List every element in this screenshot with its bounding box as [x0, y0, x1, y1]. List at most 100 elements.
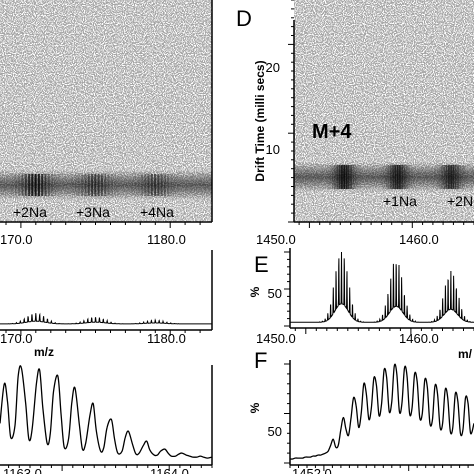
isotope-stripe-1 — [47, 174, 50, 196]
isotope-stripe-3 — [461, 165, 464, 189]
x-tick-label-1: 170.0 — [0, 331, 33, 346]
isotope-stripe-2 — [380, 165, 383, 189]
panel-letter-e: E — [254, 252, 269, 277]
isotope-stripe-3 — [140, 174, 143, 196]
panel-letter-d: D — [236, 6, 252, 31]
isotope-stripe-2 — [385, 165, 388, 189]
isotope-stripe-2 — [394, 165, 397, 189]
spectrum-line-f — [289, 363, 474, 460]
panel-left-bottom: 1163.0 1164.0 — [0, 365, 213, 474]
isotope-stripe-2 — [389, 165, 392, 189]
y-tick-label-50: 50 — [268, 286, 282, 301]
isotope-stripe-1 — [31, 174, 34, 196]
isotope-stripe-2 — [74, 174, 77, 196]
isotope-stripe-1 — [334, 165, 337, 189]
isotope-stripe-2 — [396, 165, 399, 189]
isotope-stripe-3 — [147, 174, 150, 196]
annotation-plus2n: +2N — [447, 193, 473, 209]
x-axis-label: m/ — [458, 347, 473, 361]
isotope-stripe-3 — [134, 174, 137, 196]
isotope-stripe-2 — [114, 174, 117, 196]
x-tick-label-1: 170.0 — [0, 232, 33, 247]
isotope-stripe-2 — [77, 174, 80, 196]
isotope-stripe-2 — [117, 174, 120, 196]
isotope-stripe-2 — [71, 174, 74, 196]
isotope-stripe-1 — [37, 174, 40, 196]
isotope-stripe-2 — [97, 174, 100, 196]
panel-left-middle: 170.0 1180.0 m/z — [0, 250, 213, 359]
isotope-stripe-1 — [54, 174, 57, 196]
drift-band — [294, 162, 474, 192]
panel-left-top: +2Na +3Na +4Na 170.0 1180.0 — [0, 0, 213, 247]
isotope-stripe-1 — [21, 174, 24, 196]
x-tick-label-2: 1164.0 — [150, 466, 189, 474]
isotope-stripe-3 — [457, 165, 459, 189]
isotope-stripe-3 — [144, 174, 147, 196]
x-tick-label-2: 1180.0 — [147, 331, 186, 346]
isotope-stripe-3 — [463, 165, 466, 189]
isotope-stripe-1 — [336, 165, 339, 189]
isotope-stripe-1 — [343, 165, 346, 189]
isotope-stripe-3 — [160, 174, 163, 196]
isotope-stripe-1 — [41, 174, 44, 196]
panel-letter-f: F — [254, 348, 267, 373]
y-tick-label-10: 10 — [266, 142, 280, 157]
isotope-stripe-1 — [51, 174, 54, 196]
annotation-plus3na: +3Na — [76, 204, 110, 220]
isotope-stripe-2 — [94, 174, 97, 196]
isotope-stripe-2 — [387, 165, 390, 189]
isotope-stripe-1 — [359, 165, 361, 189]
isotope-stripe-3 — [170, 174, 173, 196]
isotope-stripe-2 — [405, 165, 408, 189]
x-axis-label: m/z — [34, 345, 54, 359]
x-tick-label-1: 1163.0 — [3, 466, 42, 474]
x-tick-label-1: 1450.0 — [256, 232, 296, 247]
isotope-stripe-3 — [173, 174, 176, 196]
isotope-stripe-1 — [347, 165, 350, 189]
panel-d: D 20 10 Drift Time (milli secs) M+4 +1Na… — [236, 0, 474, 247]
y-axis-label: % — [248, 402, 262, 413]
isotope-stripe-1 — [14, 174, 17, 196]
isotope-stripe-3 — [436, 165, 439, 189]
x-tick-label-2: 1460.0 — [399, 331, 439, 346]
isotope-stripe-1 — [327, 165, 330, 189]
annotation-plus1na: +1Na — [383, 193, 417, 209]
isotope-stripe-3 — [445, 165, 448, 189]
isotope-stripe-3 — [466, 165, 468, 189]
isotope-stripe-1 — [34, 174, 37, 196]
isotope-stripe-3 — [167, 174, 170, 196]
isotope-stripe-2 — [110, 174, 113, 196]
isotope-stripe-3 — [177, 174, 179, 196]
isotope-stripe-2 — [403, 165, 406, 189]
isotope-stripe-2 — [107, 174, 110, 196]
isotope-stripe-3 — [441, 165, 444, 189]
isotope-stripe-2 — [104, 174, 107, 196]
isotope-stripe-1 — [44, 174, 47, 196]
isotope-stripe-1 — [11, 174, 14, 196]
isotope-stripe-2 — [410, 165, 413, 189]
isotope-stripe-2 — [100, 174, 103, 196]
isotope-stripe-2 — [87, 174, 90, 196]
isotope-stripe-1 — [57, 174, 60, 196]
isotope-stripe-3 — [163, 174, 166, 196]
spectrum-line-left-bottom — [0, 365, 213, 459]
panel-e: E % 50 1450.0 1460.0 m/ — [248, 248, 474, 361]
y-tick-label-20: 20 — [266, 60, 280, 75]
isotope-stripe-1 — [18, 174, 21, 196]
isotope-stripe-1 — [338, 165, 341, 189]
isotope-stripe-2 — [383, 165, 386, 189]
isotope-stripe-3 — [459, 165, 462, 189]
isotope-stripe-3 — [154, 174, 157, 196]
isotope-stripe-1 — [331, 165, 334, 189]
isotope-stripe-3 — [443, 165, 446, 189]
annotation-plus4na: +4Na — [140, 204, 174, 220]
isotope-stripe-3 — [454, 165, 457, 189]
isotope-stripe-1 — [345, 165, 348, 189]
isotope-stripe-3 — [452, 165, 455, 189]
isotope-stripe-2 — [81, 174, 84, 196]
isotope-stripe-2 — [398, 165, 401, 189]
x-tick-label-2: 1460.0 — [399, 232, 439, 247]
annotation-m-plus-4: M+4 — [312, 121, 352, 143]
panel-f: F % 50 1452.0 — [248, 348, 474, 474]
isotope-stripe-3 — [137, 174, 140, 196]
